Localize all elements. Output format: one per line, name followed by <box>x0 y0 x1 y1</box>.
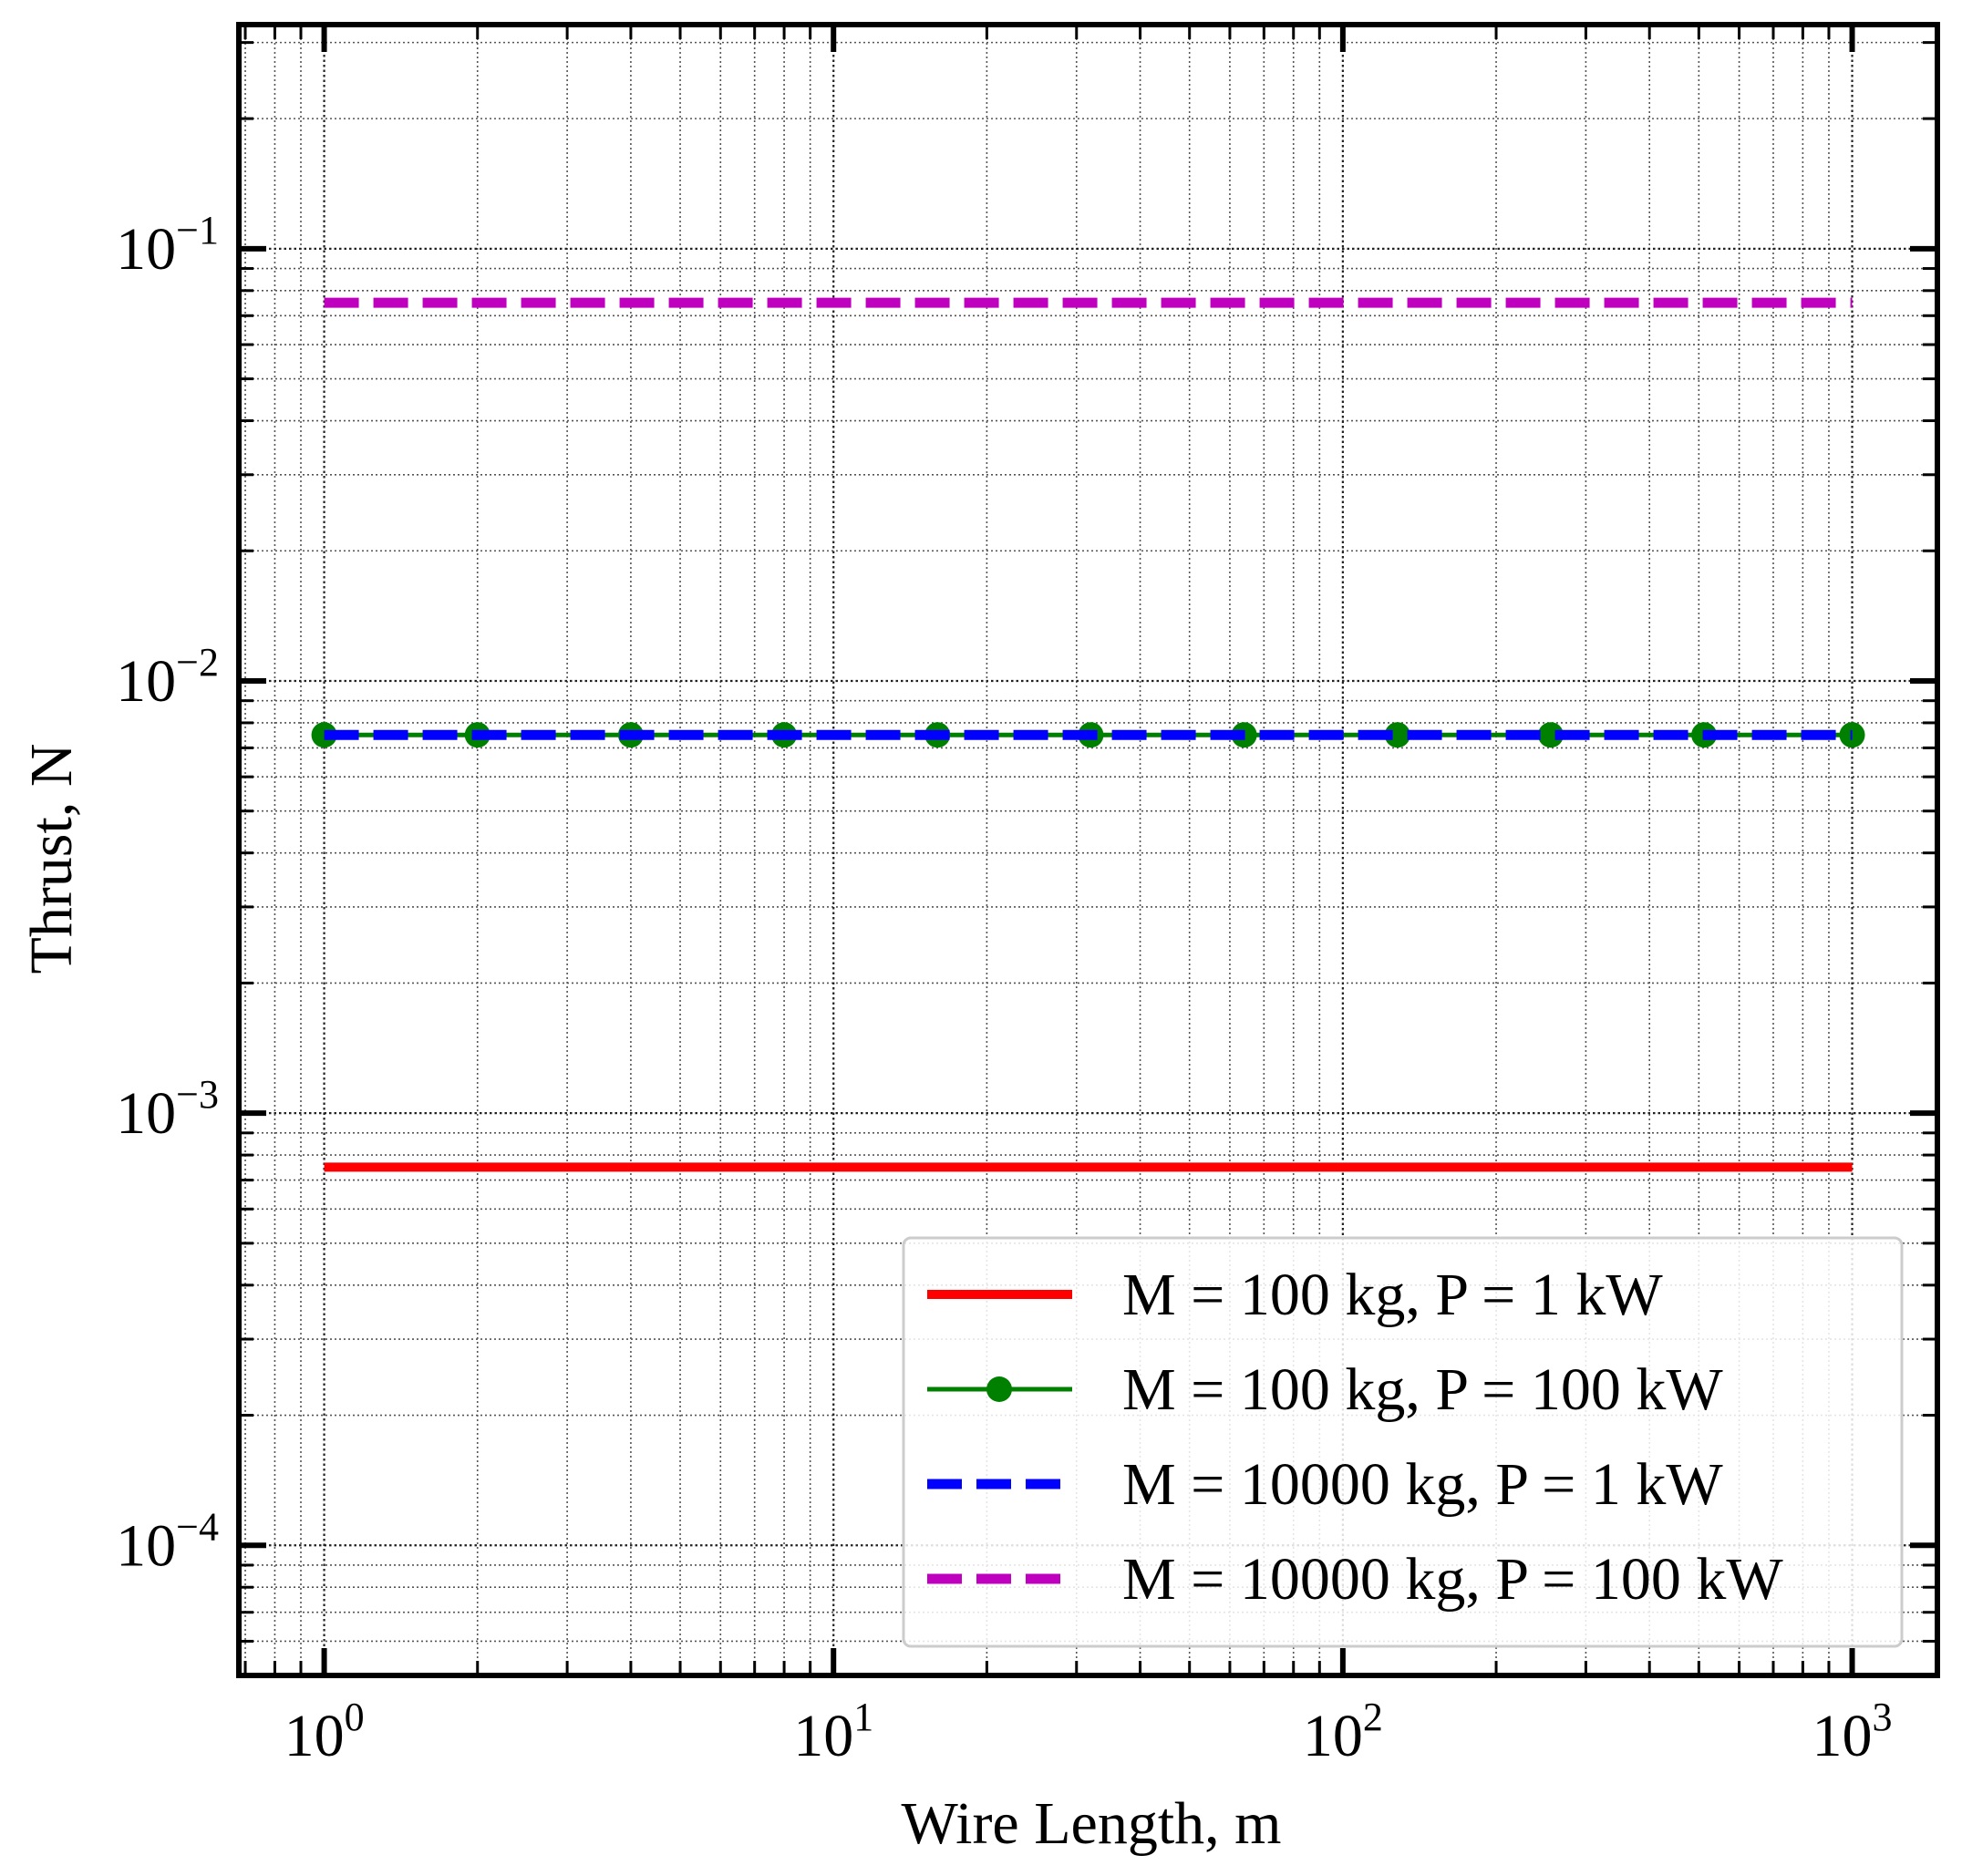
legend-marker <box>986 1376 1012 1402</box>
legend-entry: M = 10000 kg, P = 1 kW <box>927 1451 1723 1518</box>
x-tick-label: 102 <box>1303 1695 1383 1769</box>
y-tick-labels: 10−4 10−3 10−2 10−1 <box>116 208 219 1579</box>
legend-entry: M = 100 kg, P = 100 kW <box>927 1356 1723 1423</box>
legend-label: M = 100 kg, P = 1 kW <box>1122 1262 1663 1328</box>
series-point <box>1384 722 1410 748</box>
plot-series <box>311 297 1865 1172</box>
y-tick-label: 10−3 <box>116 1072 219 1147</box>
x-tick-label: 100 <box>284 1695 365 1769</box>
plot-frame <box>236 22 1940 1678</box>
legend-box <box>902 1236 1904 1648</box>
legend-entry: M = 100 kg, P = 1 kW <box>927 1262 1663 1328</box>
legend-label: M = 100 kg, P = 100 kW <box>1122 1356 1723 1423</box>
y-tick-label: 10−1 <box>116 208 219 283</box>
legend-entry: M = 10000 kg, P = 100 kW <box>927 1546 1783 1613</box>
x-tick-label: 101 <box>793 1695 873 1769</box>
legend-label: M = 10000 kg, P = 1 kW <box>1122 1451 1723 1518</box>
x-axis-label: Wire Length, m <box>901 1790 1281 1857</box>
axes-frame <box>236 22 1940 1678</box>
series-point <box>1537 722 1564 748</box>
legend-label: M = 10000 kg, P = 100 kW <box>1122 1546 1783 1613</box>
y-tick-label: 10−2 <box>116 640 219 715</box>
legend: M = 100 kg, P = 1 kW M = 100 kg, P = 100 … <box>902 1236 1904 1648</box>
y-tick-label: 10−4 <box>116 1504 219 1579</box>
y-axis-label: Thrust, N <box>18 744 85 974</box>
x-tick-labels: 100 101 102 103 <box>284 1695 1893 1769</box>
x-tick-label: 103 <box>1812 1695 1893 1769</box>
